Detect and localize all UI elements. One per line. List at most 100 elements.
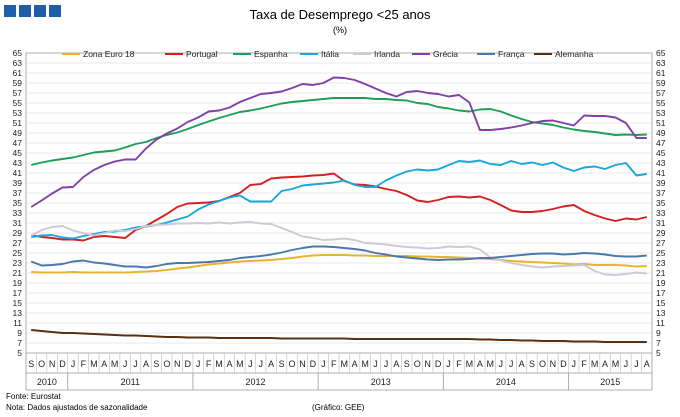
x-month-label: A xyxy=(519,359,525,369)
y-tick-label-left: 49 xyxy=(13,128,23,138)
y-tick-label-right: 33 xyxy=(656,208,666,218)
x-month-label: N xyxy=(49,359,56,369)
y-tick-label-left: 31 xyxy=(13,218,23,228)
series-line xyxy=(31,254,647,274)
y-tick-label-right: 35 xyxy=(656,198,666,208)
series-line xyxy=(30,245,647,269)
y-tick-label-left: 33 xyxy=(13,208,23,218)
x-month-label: M xyxy=(591,359,599,369)
x-month-label: S xyxy=(404,359,410,369)
y-tick-label-left: 57 xyxy=(13,88,23,98)
x-month-label: J xyxy=(634,359,639,369)
y-tick-label-right: 19 xyxy=(656,278,666,288)
x-month-label: D xyxy=(184,359,191,369)
y-tick-label-left: 25 xyxy=(13,248,23,258)
y-tick-label-left: 53 xyxy=(13,108,23,118)
chart-subtitle: (%) xyxy=(333,25,347,35)
x-month-label: M xyxy=(612,359,620,369)
x-month-label: J xyxy=(259,359,264,369)
y-tick-label-left: 55 xyxy=(13,98,23,108)
x-month-label: A xyxy=(602,359,608,369)
x-month-label: D xyxy=(560,359,567,369)
x-month-label: O xyxy=(539,359,546,369)
x-month-label: J xyxy=(498,359,503,369)
x-month-label: F xyxy=(81,359,87,369)
x-month-label: N xyxy=(424,359,431,369)
chart-title: Taxa de Desemprego <25 anos xyxy=(249,7,431,22)
x-year-label: 2015 xyxy=(600,377,620,387)
x-month-label: S xyxy=(279,359,285,369)
x-month-label: J xyxy=(572,359,577,369)
x-month-label: F xyxy=(331,359,337,369)
y-tick-label-right: 61 xyxy=(656,68,666,78)
y-tick-label-right: 41 xyxy=(656,168,666,178)
x-month-label: J xyxy=(71,359,76,369)
y-tick-label-right: 25 xyxy=(656,248,666,258)
x-month-label: N xyxy=(299,359,306,369)
x-year-label: 2013 xyxy=(371,377,391,387)
credit-note: (Gráfico: GEE) xyxy=(312,403,365,412)
x-year-label: 2011 xyxy=(121,377,140,387)
series-line xyxy=(30,221,647,276)
x-month-label: A xyxy=(226,359,232,369)
source-note: Fonte: Eurostat xyxy=(6,392,61,401)
x-month-label: F xyxy=(456,359,462,369)
legend-label: França xyxy=(498,49,525,59)
y-tick-label-right: 55 xyxy=(656,98,666,108)
x-month-label: J xyxy=(446,359,451,369)
x-month-label: J xyxy=(123,359,128,369)
x-month-label: A xyxy=(477,359,483,369)
series-line xyxy=(31,159,647,240)
x-month-label: D xyxy=(59,359,66,369)
x-month-label: M xyxy=(111,359,119,369)
logo-square xyxy=(4,5,16,17)
y-tick-label-right: 21 xyxy=(656,268,666,278)
x-month-label: N xyxy=(550,359,557,369)
x-month-label: M xyxy=(90,359,98,369)
y-tick-label-left: 37 xyxy=(13,188,23,198)
y-tick-label-left: 43 xyxy=(13,158,23,168)
legend-label: Espanha xyxy=(254,49,288,59)
y-tick-label-right: 5 xyxy=(656,348,661,358)
y-tick-label-left: 39 xyxy=(13,178,23,188)
logo-square xyxy=(19,5,31,17)
y-tick-label-right: 23 xyxy=(656,258,666,268)
x-month-label: A xyxy=(393,359,399,369)
y-tick-label-right: 45 xyxy=(656,148,666,158)
x-month-label: A xyxy=(101,359,107,369)
y-tick-label-left: 17 xyxy=(13,288,23,298)
x-month-label: N xyxy=(174,359,181,369)
x-month-label: M xyxy=(487,359,495,369)
y-tick-label-left: 27 xyxy=(13,238,23,248)
logo-square xyxy=(34,5,46,17)
x-month-label: F xyxy=(206,359,212,369)
y-tick-label-left: 13 xyxy=(13,308,23,318)
y-tick-label-right: 43 xyxy=(656,158,666,168)
y-tick-label-left: 21 xyxy=(13,268,23,278)
y-tick-label-left: 35 xyxy=(13,198,23,208)
x-month-label: F xyxy=(581,359,587,369)
logo-square xyxy=(49,5,61,17)
x-month-label: J xyxy=(196,359,201,369)
y-tick-label-right: 31 xyxy=(656,218,666,228)
x-month-label: M xyxy=(215,359,223,369)
x-month-label: S xyxy=(529,359,535,369)
x-month-label: S xyxy=(153,359,159,369)
x-year-label: 2014 xyxy=(496,377,516,387)
y-tick-label-left: 41 xyxy=(13,168,23,178)
x-month-label: A xyxy=(143,359,149,369)
series-line xyxy=(30,97,647,166)
legend-label: Irlanda xyxy=(374,49,400,59)
legend-label: Zona Euro 18 xyxy=(83,49,135,59)
y-tick-label-right: 49 xyxy=(656,128,666,138)
y-tick-label-right: 65 xyxy=(656,48,666,58)
x-month-label: O xyxy=(163,359,170,369)
y-tick-label-right: 9 xyxy=(656,328,661,338)
y-tick-label-right: 39 xyxy=(656,178,666,188)
y-tick-label-left: 9 xyxy=(17,328,22,338)
y-tick-label-left: 47 xyxy=(13,138,23,148)
x-month-label: J xyxy=(509,359,514,369)
gee-logo xyxy=(4,5,61,17)
x-month-label: O xyxy=(38,359,45,369)
